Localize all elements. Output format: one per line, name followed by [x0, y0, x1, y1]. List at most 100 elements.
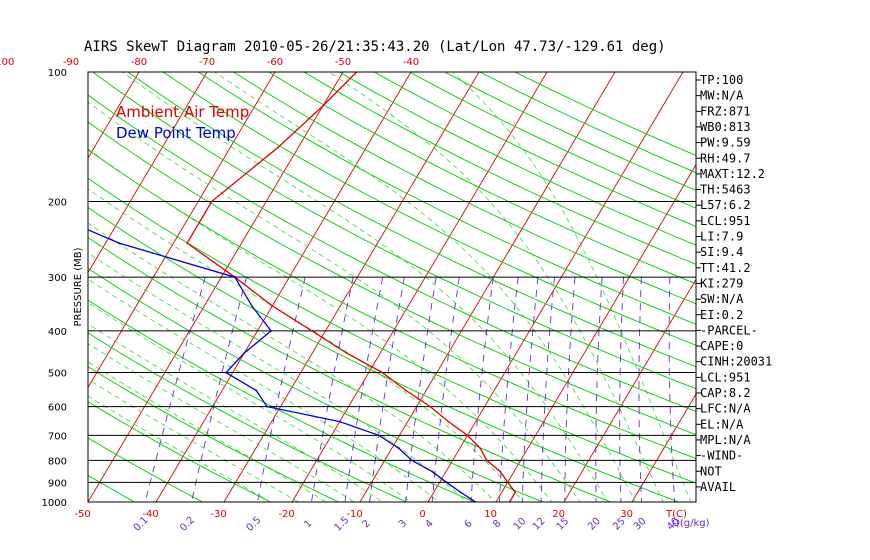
dew-point-temp-point — [445, 481, 448, 484]
ambient-air-temp-point — [271, 305, 274, 307]
plot-frame — [87, 71, 697, 503]
stability-index: LCL:951 — [700, 370, 751, 384]
stability-index: CINH:20031 — [700, 355, 772, 369]
dry-adiabat-line — [162, 72, 696, 346]
y-axis-label: PRESSURE (MB) — [73, 247, 84, 326]
ambient-air-temp-point — [499, 470, 502, 473]
ambient-air-temp-point — [404, 389, 407, 392]
bottom-temp-tick-label: -40 — [142, 509, 158, 520]
ambient-air-temp-point — [466, 434, 469, 437]
top-temp-tick-label: -60 — [267, 57, 283, 68]
stability-index: TT:41.2 — [700, 261, 751, 275]
moist-adiabat-line — [452, 72, 692, 502]
isotherm-line — [563, 278, 696, 502]
dew-point-temp-point — [338, 420, 341, 423]
mixing-ratio-tick-label: 0.5 — [244, 515, 263, 534]
stability-index: PW:9.59 — [700, 136, 751, 150]
isotherm-line — [0, 72, 3, 502]
stability-index: CAPE:0 — [700, 339, 743, 353]
pressure-tick-label: 600 — [48, 403, 67, 414]
top-temp-tick-label: -80 — [131, 57, 147, 68]
mixing-ratio-line — [256, 277, 306, 502]
temperature-axis-label: T(C) — [665, 509, 687, 520]
mixing-ratio-tick-label: 8 — [491, 518, 503, 530]
isotherm-line — [223, 72, 480, 502]
dew-point-temp-point — [225, 371, 227, 374]
dry-adiabat-line — [88, 437, 204, 502]
mixing-ratio-line — [405, 277, 437, 502]
moist-adiabat-line — [88, 222, 496, 502]
dew-point-temp-point — [23, 71, 25, 73]
mixing-ratio-tick-label: 30 — [632, 516, 649, 533]
stability-index: FRZ:871 — [700, 104, 751, 118]
ambient-air-temp-point — [381, 371, 384, 374]
moist-adiabat-line — [88, 302, 412, 502]
dry-adiabat-line — [88, 366, 340, 502]
ambient-air-temp-point — [321, 105, 324, 107]
pressure-tick-label: 200 — [48, 197, 67, 208]
isotherm-line — [359, 72, 616, 502]
ambient-air-temp-point — [276, 146, 279, 149]
mixing-ratio-tick-label: 3 — [397, 518, 409, 530]
dew-point-temp-point — [234, 276, 236, 279]
stability-index: MAXT:12.2 — [700, 167, 765, 181]
dry-adiabat-line — [268, 72, 696, 285]
stability-index: NOT — [700, 464, 722, 478]
moist-adiabat-line — [88, 395, 272, 502]
dry-adiabat-line — [198, 72, 696, 325]
bottom-temp-tick-label: -10 — [346, 509, 362, 520]
dry-adiabat-line — [127, 72, 696, 368]
dew-point-temp-point — [270, 330, 272, 332]
mixing-ratio-tick-label: 0.2 — [178, 515, 197, 534]
dry-adiabat-line — [409, 72, 696, 209]
dew-point-temp-point — [431, 470, 434, 473]
dew-point-temp-point — [397, 447, 400, 450]
stability-index: MPL:N/A — [700, 433, 751, 447]
mixing-ratio-axis-label: Q(g/kg) — [672, 518, 710, 529]
pressure-tick-label: 400 — [48, 327, 67, 338]
ambient-air-temp-line — [186, 72, 517, 502]
isotherm-line — [88, 72, 140, 159]
top-temp-tick-label: -40 — [403, 57, 419, 68]
mixing-ratio-line — [638, 277, 643, 502]
profile-lines — [21, 71, 517, 502]
stability-index: LI:7.9 — [700, 230, 743, 244]
top-temp-tick-label: -70 — [199, 57, 215, 68]
moist-adiabat-line — [214, 72, 636, 502]
mixing-ratio-line — [190, 277, 247, 502]
dew-point-temp-point — [118, 242, 120, 245]
dry-adiabat-line — [92, 72, 696, 390]
stability-index: RH:49.7 — [700, 151, 751, 165]
pressure-tick-label: 900 — [48, 478, 67, 489]
dry-adiabat-line — [0, 72, 82, 511]
dry-adiabat-line — [88, 474, 136, 502]
legend-dew-point-temp: Dew Point Temp — [116, 124, 236, 142]
bottom-temp-tick-label: 20 — [552, 509, 565, 520]
dry-adiabat-line — [88, 267, 544, 502]
stability-index: TH:5463 — [700, 183, 751, 197]
ambient-air-temp-point — [186, 242, 189, 245]
stability-index: EL:N/A — [700, 417, 744, 431]
moist-adiabat-line — [88, 101, 581, 502]
mixing-ratio-line — [595, 277, 603, 502]
dew-point-temp-point — [21, 201, 23, 203]
pressure-tick-label: 800 — [48, 456, 67, 467]
stability-index: SW:N/A — [700, 292, 744, 306]
bottom-temp-tick-label: 10 — [484, 509, 497, 520]
isotherm-line — [631, 393, 696, 502]
dry-adiabat-line — [88, 236, 612, 502]
mixing-ratio-line — [521, 277, 539, 502]
isotherm-line — [427, 72, 684, 502]
bottom-temp-tick-label: -50 — [74, 509, 90, 520]
dew-point-temp-point — [255, 389, 258, 392]
mixing-ratio-line — [540, 277, 555, 502]
stability-index: KI:279 — [700, 276, 743, 290]
dry-adiabat-line — [88, 332, 408, 502]
pressure-tick-label: 700 — [48, 431, 67, 442]
dew-point-temp-line — [88, 229, 476, 502]
dry-adiabat-line — [88, 94, 696, 412]
dry-adiabat-line — [88, 177, 696, 484]
mixing-ratio-line — [344, 277, 384, 502]
